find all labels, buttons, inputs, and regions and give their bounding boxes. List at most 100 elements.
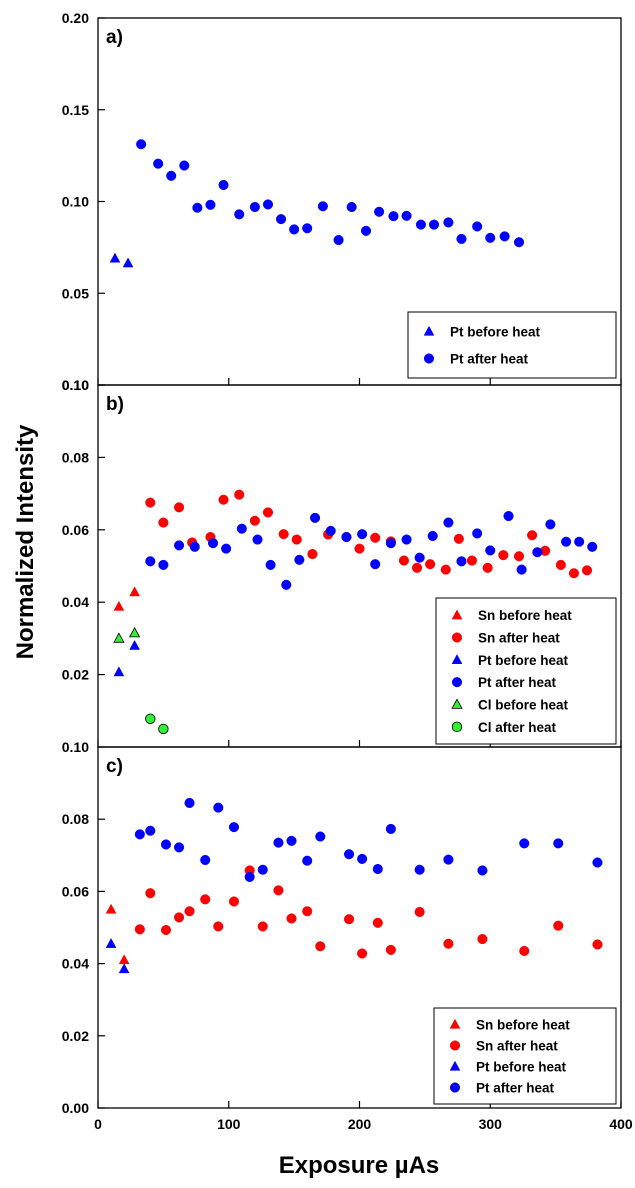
panel-label: c) [106,756,123,777]
data-point [218,494,229,505]
data-point [385,538,396,549]
data-point [519,945,530,957]
data-point [482,562,493,573]
legend-label: Sn after heat [476,1039,558,1054]
y-tick-label: 0.02 [62,667,89,683]
legend-marker [449,1018,461,1029]
y-tick-label: 0.04 [62,956,89,972]
data-point [498,550,509,561]
data-point [360,225,372,236]
y-tick-label: 0.05 [62,285,89,301]
data-point [291,534,302,545]
data-point [286,835,297,846]
legend-marker [451,721,463,733]
data-point [244,871,255,883]
data-point [145,497,156,508]
data-point [200,894,211,905]
data-point [105,903,117,914]
series-sn-before-heat [105,903,130,965]
series-cl-before-heat [113,626,141,643]
data-point [289,224,300,235]
data-point [341,531,352,543]
legend: Sn before heat Sn after heat Pt before hea… [433,1007,617,1105]
legend: Pt before heat Pt after heat [407,311,617,379]
data-point [307,549,318,560]
x-tick-label: 400 [609,1116,633,1132]
legend-label: Sn before heat [478,608,572,623]
legend-label: Pt before heat [478,653,569,668]
data-point [105,938,117,948]
legend-marker [449,1060,461,1071]
data-point [374,206,385,217]
data-point [192,202,203,213]
data-point [278,529,289,540]
data-point [357,853,368,864]
legend-label: Pt after heat [478,675,557,690]
data-point [503,510,514,522]
data-point [401,210,412,221]
y-tick-label: 0.20 [62,10,89,26]
data-point [346,201,357,213]
data-point [145,713,156,724]
data-point [221,543,232,554]
data-point [553,838,564,849]
data-point [118,954,130,965]
y-tick-label: 0.10 [62,739,89,755]
x-tick-label: 200 [348,1116,372,1132]
data-point [581,565,593,576]
data-point [228,822,240,833]
series-pt-before-heat [113,639,140,677]
data-point [587,541,598,552]
data-point [574,536,585,547]
data-point [262,199,274,210]
data-point [205,199,216,210]
legend-marker [451,698,463,709]
series-pt-before-heat [105,938,130,974]
data-point [174,540,185,551]
data-point [561,536,572,547]
data-point [411,562,423,573]
data-point [228,896,240,907]
data-point [234,489,245,500]
legend-label: Cl before heat [478,698,569,713]
panel-3: 0.00 0.02 0.04 0.06 0.08 0 100 200 300 400 c) Sn be… [62,746,633,1132]
data-point [485,545,496,556]
data-point [415,219,427,230]
data-point [302,906,313,917]
x-tick-label: 300 [479,1116,503,1132]
data-point [372,863,383,875]
data-point [153,158,164,169]
series-cl-after-heat [145,713,169,735]
legend-marker [451,654,463,664]
data-point [532,547,543,558]
data-point [128,626,141,638]
panel-label: a) [106,27,123,48]
x-tick-label: 0 [94,1116,102,1132]
legend-label: Sn after heat [478,631,560,646]
data-point [545,519,556,530]
data-point [122,257,134,268]
legend-label: Cl after heat [478,720,557,735]
data-point [158,723,169,735]
data-point [456,233,467,244]
data-point [166,170,177,181]
data-point [398,555,410,566]
data-point [516,564,527,575]
data-point [315,831,326,842]
series-pt-after-heat [145,510,598,590]
data-point [249,201,260,213]
data-point [315,941,326,952]
data-point [218,179,229,191]
data-point [568,568,579,579]
data-point [281,579,292,590]
data-point [401,534,412,545]
data-point [372,917,383,928]
data-point [145,825,156,836]
data-point [174,912,185,923]
series-pt-before-heat [109,252,134,268]
y-tick-label: 0.10 [62,377,89,393]
y-tick-label: 0.10 [62,194,89,210]
data-point [179,160,190,171]
legend-marker [423,353,435,364]
